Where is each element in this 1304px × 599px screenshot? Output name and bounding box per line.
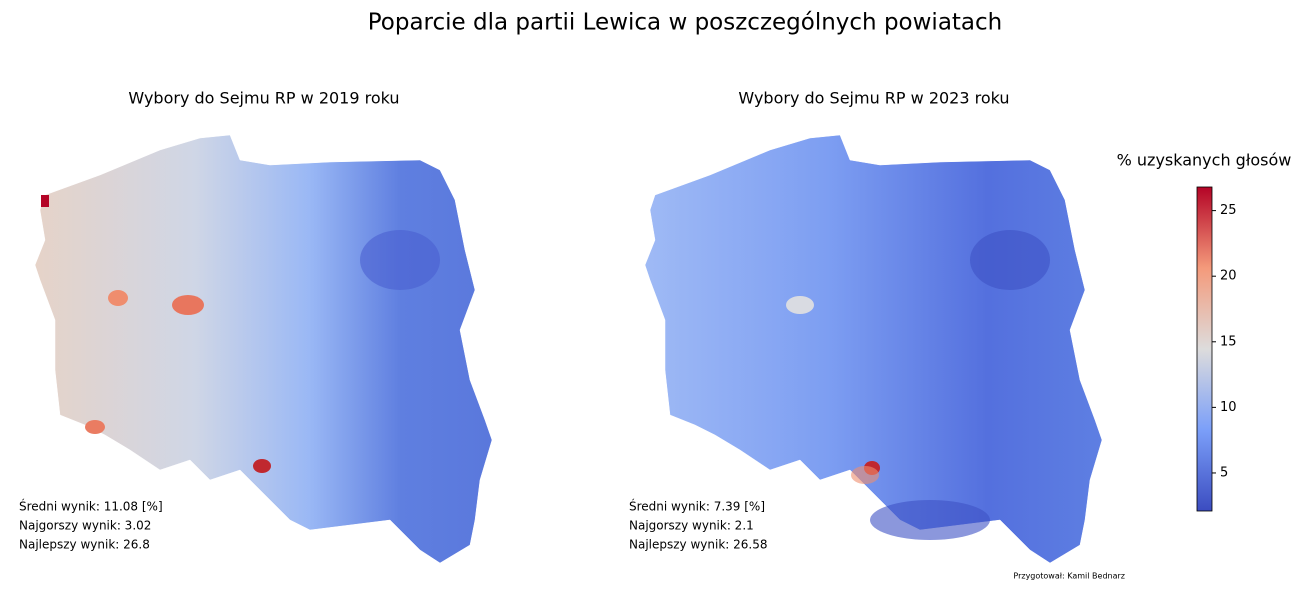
figure-title: Poparcie dla partii Lewica w poszczególn… (368, 10, 1003, 36)
stat-text: Najlepszy wynik: 26.58 (629, 538, 767, 552)
region (870, 500, 990, 540)
region (41, 195, 49, 207)
stat-text: Najgorszy wynik: 3.02 (19, 519, 151, 533)
tick-label: 20 (1220, 269, 1237, 284)
tick-label: 15 (1220, 334, 1237, 349)
region (172, 295, 204, 315)
region (970, 230, 1050, 290)
map-subtitle: Wybory do Sejmu RP w 2023 roku (738, 89, 1009, 108)
region (85, 420, 105, 434)
region (360, 230, 440, 290)
map-subtitle: Wybory do Sejmu RP w 2019 roku (128, 89, 399, 108)
region (253, 459, 271, 473)
tick-label: 5 (1220, 465, 1228, 480)
tick-label: 10 (1220, 400, 1237, 415)
tick-label: 25 (1220, 203, 1237, 218)
region (851, 466, 879, 484)
region (786, 296, 814, 314)
stat-text: Najlepszy wynik: 26.8 (19, 538, 150, 552)
stat-text: Najgorszy wynik: 2.1 (629, 519, 754, 533)
colorbar (1196, 186, 1213, 512)
colorbar-label: % uzyskanych głosów (1117, 151, 1292, 170)
stat-text: Średni wynik: 11.08 [%] (19, 499, 163, 514)
region (108, 290, 128, 306)
stat-text: Średni wynik: 7.39 [%] (629, 499, 765, 514)
map-2019 (34, 134, 493, 564)
map-2023 (644, 134, 1103, 564)
credit: Przygotował: Kamil Bednarz (1013, 572, 1125, 581)
